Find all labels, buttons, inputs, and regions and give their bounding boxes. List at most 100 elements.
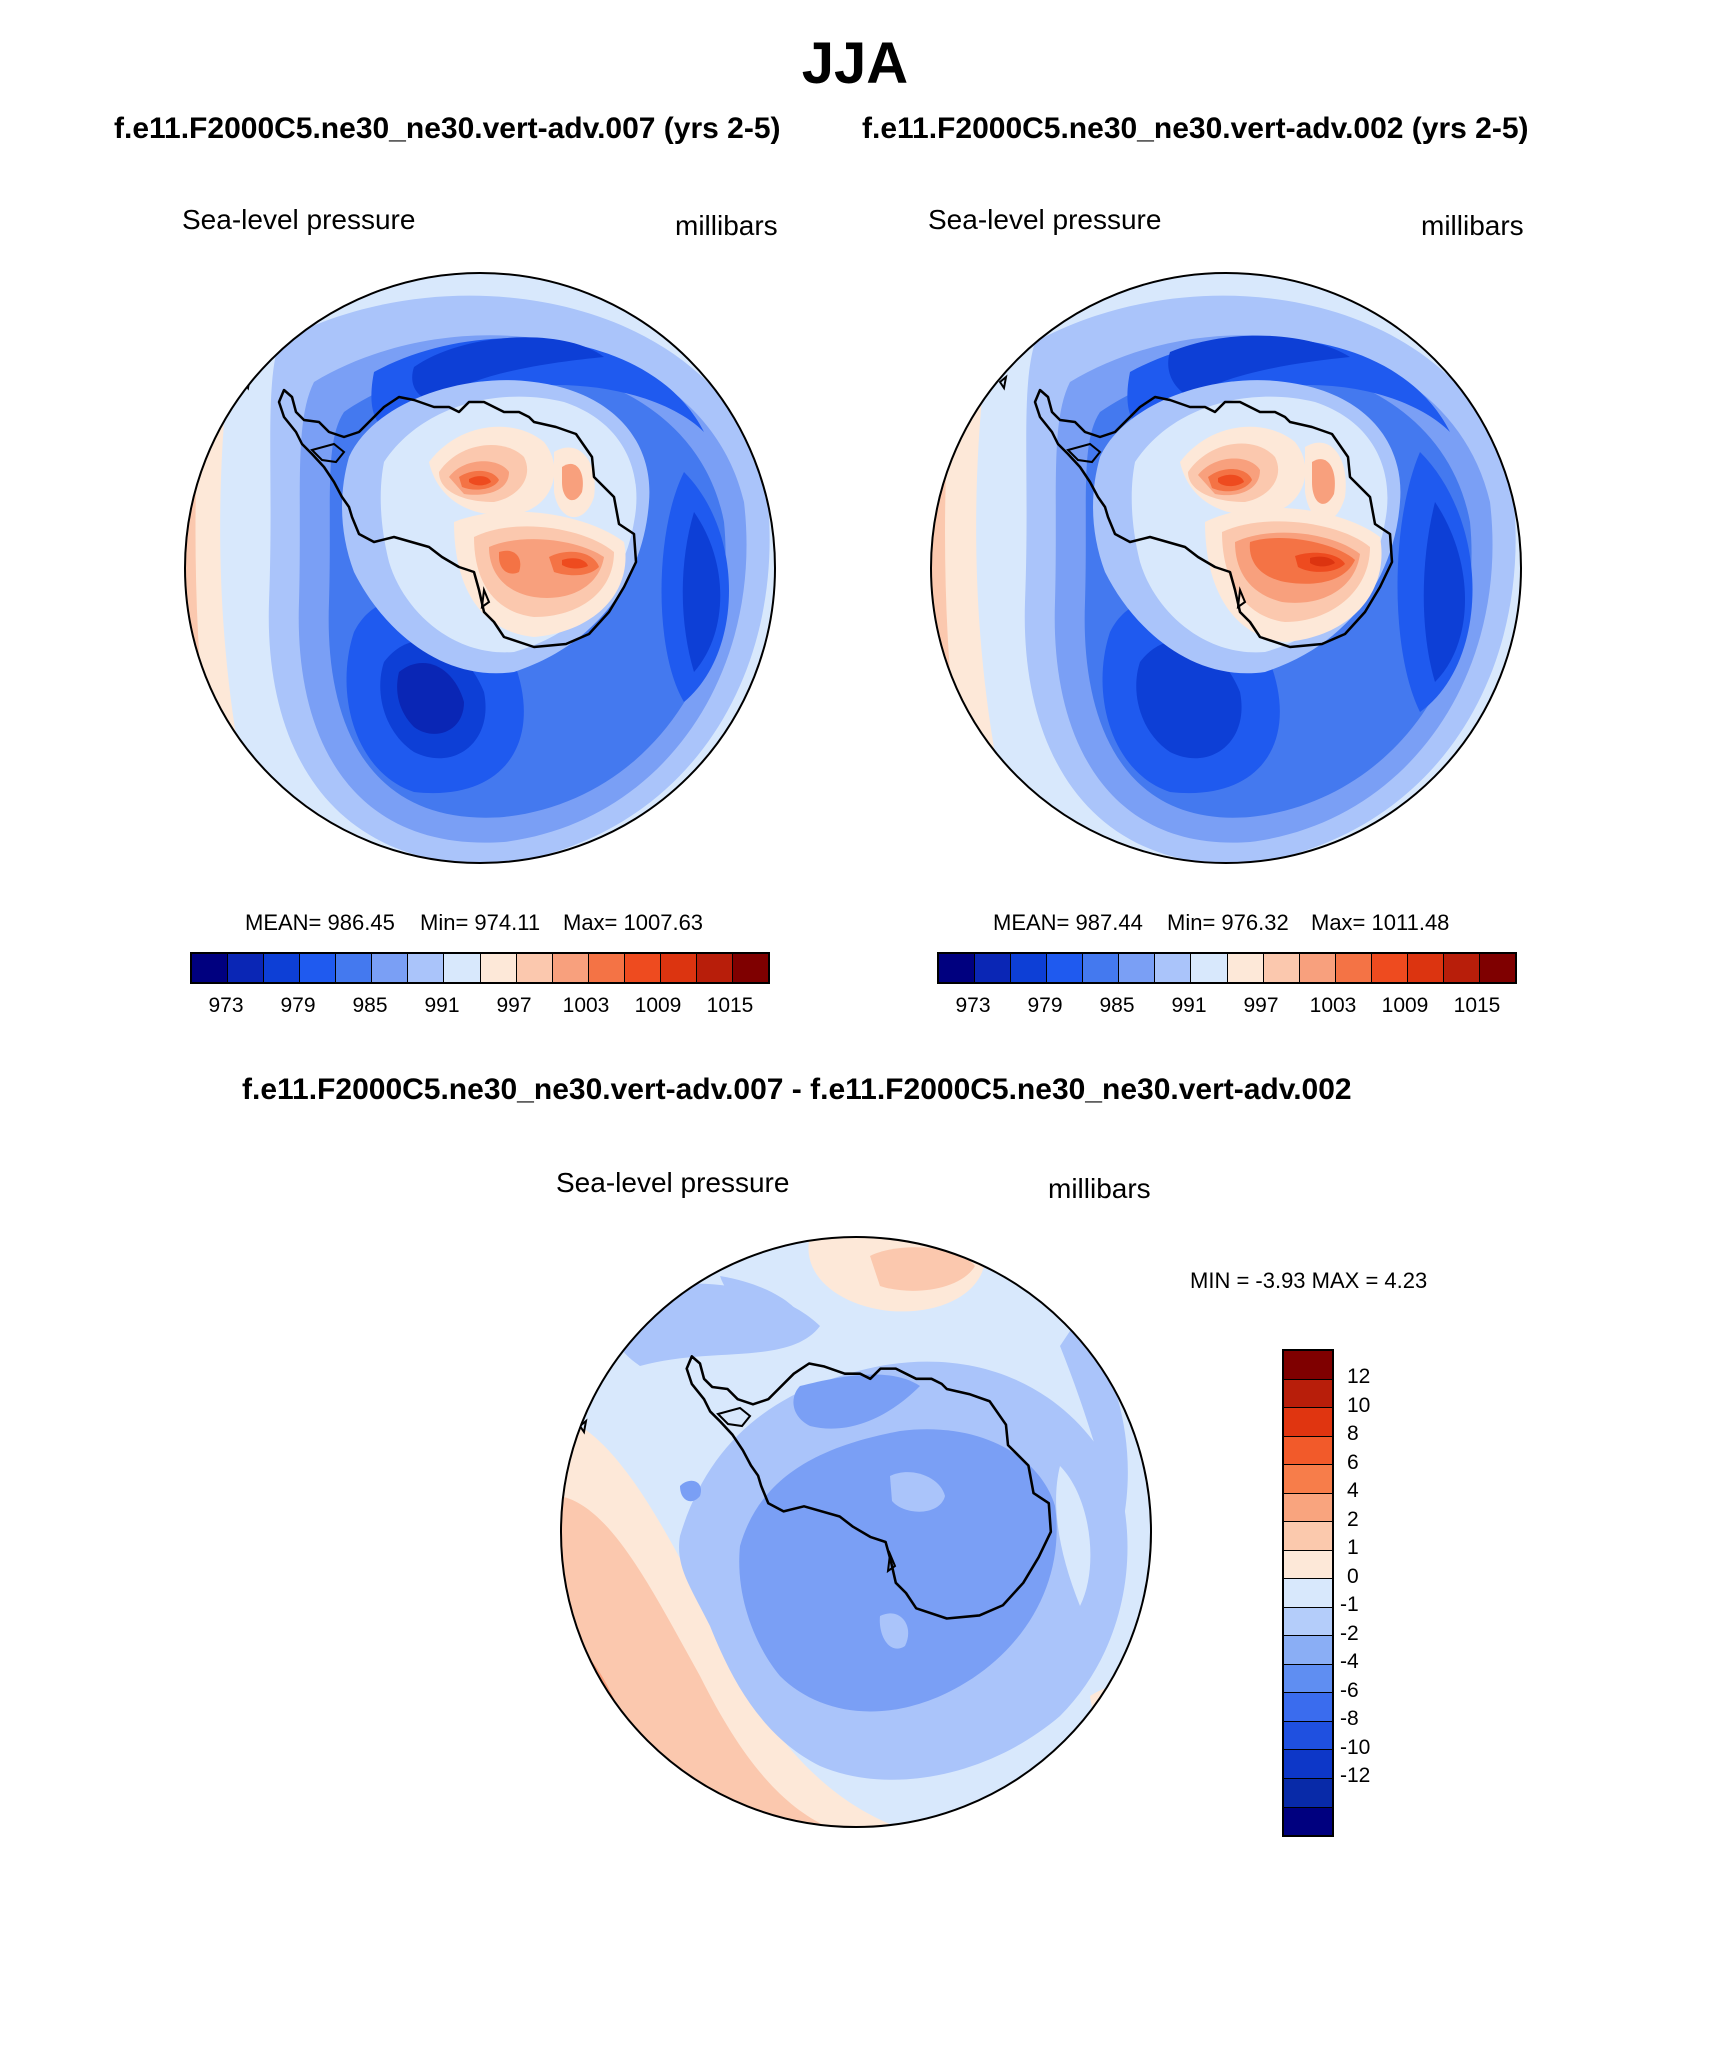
colorbar-box [732, 954, 768, 982]
colorbar-box [1284, 1636, 1332, 1665]
colorbar-box [975, 954, 1012, 982]
colorbar-tick-label: 985 [352, 994, 388, 1017]
colorbar-box [1284, 1693, 1332, 1722]
difference-colorbar-ticks: 12 10 8 6 4 2 1 0 -1 -2 -4 -6 -8 -10 -12 [1340, 1349, 1420, 1833]
left-max: Max= 1007.63 [563, 910, 704, 935]
colorbar-box [1011, 954, 1048, 982]
colorbar-box [1479, 954, 1515, 982]
left-mean: MEAN= 986.45 [245, 910, 395, 935]
right-units-label: millibars [1421, 210, 1524, 241]
colorbar-box [1284, 1465, 1332, 1494]
colorbar-tick-label: 1 [1347, 1536, 1359, 1560]
colorbar-box [1443, 954, 1480, 982]
colorbar-tick-label: 2 [1347, 1507, 1359, 1531]
page-title: JJA [801, 31, 909, 96]
colorbar-tick-label: 997 [1243, 994, 1279, 1017]
colorbar-box [1083, 954, 1120, 982]
right-min: Min= 976.32 [1167, 910, 1289, 935]
colorbar-box [1335, 954, 1372, 982]
colorbar-box [1155, 954, 1192, 982]
colorbar-tick-label: 979 [280, 994, 316, 1017]
colorbar-tick-label: 1015 [1453, 994, 1501, 1017]
colorbar-box [1284, 1550, 1332, 1580]
colorbar-box [264, 954, 301, 982]
colorbar-tick-label: -2 [1340, 1621, 1359, 1645]
colorbar-tick-label: 979 [1027, 994, 1063, 1017]
colorbar-box [444, 954, 481, 982]
colorbar-box [1227, 954, 1264, 982]
colorbar-tick-label: 6 [1347, 1450, 1359, 1474]
left-min: Min= 974.11 [420, 910, 541, 935]
difference-polar-map [560, 1236, 1152, 1828]
colorbar-tick-label: -6 [1340, 1678, 1359, 1702]
colorbar-box [1284, 1379, 1332, 1409]
right-colorbar [937, 952, 1517, 984]
colorbar-tick-label: -12 [1340, 1764, 1371, 1788]
right-mean: MEAN= 987.44 [993, 910, 1143, 935]
colorbar-tick-label: 0 [1347, 1564, 1359, 1588]
colorbar-tick-label: -10 [1340, 1735, 1371, 1759]
colorbar-box [1407, 954, 1444, 982]
colorbar-box [1191, 954, 1228, 982]
colorbar-tick-label: -4 [1340, 1650, 1359, 1674]
colorbar-box [660, 954, 697, 982]
colorbar-tick-label: 997 [496, 994, 532, 1017]
colorbar-tick-label: 973 [955, 994, 991, 1017]
difference-title: f.e11.F2000C5.ne30_ne30.vert-adv.007 - f… [242, 1073, 1352, 1106]
colorbar-tick-label: 1009 [634, 994, 682, 1017]
diff-minmax: MIN = -3.93 MAX = 4.23 [1190, 1268, 1428, 1293]
left-polar-map [184, 272, 776, 864]
colorbar-box [1284, 1351, 1332, 1380]
colorbar-tick-label: 985 [1099, 994, 1135, 1017]
colorbar-tick-label: -1 [1340, 1593, 1359, 1617]
colorbar-box [300, 954, 337, 982]
colorbar-box [588, 954, 625, 982]
colorbar-box [336, 954, 373, 982]
colorbar-box [939, 954, 976, 982]
colorbar-box [1284, 1664, 1332, 1694]
colorbar-box [372, 954, 409, 982]
colorbar-box [1263, 954, 1300, 982]
colorbar-tick-label: 8 [1347, 1422, 1359, 1446]
diff-units-label: millibars [1048, 1173, 1151, 1204]
colorbar-box [1284, 1807, 1332, 1836]
left-variable-label: Sea-level pressure [182, 204, 416, 235]
colorbar-box [1284, 1493, 1332, 1523]
right-colorbar-ticks: 973 979 985 991 997 1003 1009 1015 [937, 994, 1513, 1024]
right-case-title: f.e11.F2000C5.ne30_ne30.vert-adv.002 (yr… [862, 112, 1529, 145]
colorbar-tick-label: 991 [1171, 994, 1207, 1017]
colorbar-box [1284, 1750, 1332, 1779]
colorbar-box [408, 954, 445, 982]
colorbar-tick-label: 10 [1347, 1393, 1371, 1417]
colorbar-box [1284, 1778, 1332, 1808]
colorbar-box [1119, 954, 1156, 982]
colorbar-box [1284, 1579, 1332, 1608]
colorbar-box [1047, 954, 1084, 982]
colorbar-box [624, 954, 661, 982]
colorbar-box [1284, 1721, 1332, 1751]
right-max: Max= 1011.48 [1311, 910, 1450, 935]
left-colorbar [190, 952, 770, 984]
colorbar-tick-label: 1003 [562, 994, 610, 1017]
diff-variable-label: Sea-level pressure [556, 1167, 790, 1198]
colorbar-box [192, 954, 229, 982]
colorbar-tick-label: 1003 [1309, 994, 1357, 1017]
colorbar-tick-label: 1009 [1381, 994, 1429, 1017]
colorbar-box [1371, 954, 1408, 982]
colorbar-box [1284, 1436, 1332, 1466]
colorbar-box [480, 954, 517, 982]
difference-colorbar [1282, 1349, 1334, 1837]
left-units-label: millibars [675, 210, 778, 241]
right-variable-label: Sea-level pressure [928, 204, 1162, 235]
left-colorbar-ticks: 973 979 985 991 997 1003 1009 1015 [190, 994, 766, 1024]
colorbar-box [1284, 1408, 1332, 1437]
colorbar-box [1284, 1522, 1332, 1551]
colorbar-box [696, 954, 733, 982]
colorbar-box [1299, 954, 1336, 982]
colorbar-box [516, 954, 553, 982]
colorbar-tick-label: -8 [1340, 1707, 1359, 1731]
colorbar-tick-label: 4 [1347, 1479, 1359, 1503]
colorbar-tick-label: 973 [208, 994, 244, 1017]
left-case-title: f.e11.F2000C5.ne30_ne30.vert-adv.007 (yr… [114, 112, 781, 145]
colorbar-box [1284, 1607, 1332, 1637]
